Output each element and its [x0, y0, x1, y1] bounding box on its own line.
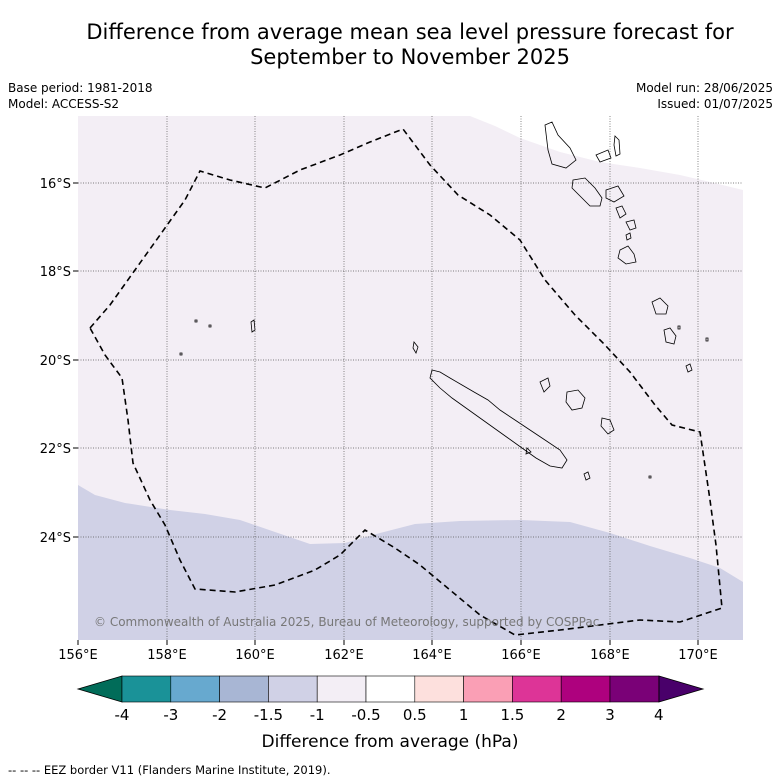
- colorbar-cell: [365, 675, 416, 703]
- colorbar-tick-label: 1: [459, 706, 469, 724]
- colorbar-cell: [170, 675, 220, 703]
- map-area: © Commonwealth of Australia 2025, Bureau…: [78, 116, 743, 640]
- lon-label: 160°E: [235, 648, 275, 663]
- axis-ticks: [73, 182, 699, 645]
- title-line-1: Difference from average mean sea level p…: [86, 20, 734, 44]
- pressure-field-blue: [78, 485, 743, 640]
- model-run: Model run: 28/06/2025: [635, 81, 773, 95]
- lon-label: 164°E: [412, 648, 452, 663]
- lon-label: 156°E: [58, 648, 98, 663]
- pressure-field-white: [470, 116, 743, 190]
- title-line-2: September to November 2025: [250, 45, 570, 69]
- vanuatu-islands: [544, 121, 709, 373]
- colorbar-high-extend: [658, 675, 705, 703]
- colorbar-tick-label: 1.5: [500, 706, 524, 724]
- small-islets: [179, 319, 652, 479]
- colorbar-tick-label: 0.5: [403, 706, 427, 724]
- lon-label: 162°E: [324, 648, 364, 663]
- lat-label: 16°S: [40, 177, 71, 192]
- eez-footnote: -- -- -- EEZ border V11 (Flanders Marine…: [8, 763, 331, 777]
- lon-label: 166°E: [501, 648, 541, 663]
- colorbar-cell: [463, 675, 513, 703]
- copyright-text: © Commonwealth of Australia 2025, Bureau…: [94, 615, 599, 629]
- colorbar-label: Difference from average (hPa): [262, 732, 519, 752]
- issued-date: Issued: 01/07/2025: [657, 97, 773, 111]
- lat-label: 22°S: [40, 442, 71, 457]
- colorbar-cell: [268, 675, 318, 703]
- colorbar-tick-label: -2: [212, 706, 227, 724]
- colorbar-cell: [414, 675, 464, 703]
- lon-label: 158°E: [147, 648, 187, 663]
- colorbar-tick-label: -0.5: [351, 706, 380, 724]
- eez-border: [89, 128, 723, 636]
- colorbar-cell: [121, 675, 172, 703]
- meta-right: Model run: 28/06/2025 Issued: 01/07/2025: [636, 80, 773, 112]
- colorbar-tick-label: -1: [310, 706, 325, 724]
- colorbar-tick-label: -3: [163, 706, 178, 724]
- colorbar-cell: [316, 675, 367, 703]
- lon-label: 168°E: [590, 648, 630, 663]
- map-title: Difference from average mean sea level p…: [0, 20, 781, 70]
- longitude-labels: 156°E 158°E 160°E 162°E 164°E 166°E 168°…: [58, 648, 718, 663]
- lon-label: 170°E: [678, 648, 718, 663]
- colorbar-tick-label: 3: [605, 706, 615, 724]
- graticule: [78, 116, 743, 640]
- colorbar-cell: [560, 675, 611, 703]
- colorbar-tick-label: 4: [654, 706, 664, 724]
- lat-label: 24°S: [40, 531, 71, 546]
- lat-label: 20°S: [40, 354, 71, 369]
- colorbar-cell: [609, 675, 660, 703]
- meta-left: Base period: 1981-2018 Model: ACCESS-S2: [8, 80, 153, 112]
- new-caledonia: [412, 341, 615, 481]
- colorbar-low-extend: [76, 675, 123, 703]
- model-name: Model: ACCESS-S2: [8, 97, 120, 111]
- lat-label: 18°S: [40, 265, 71, 280]
- base-period: Base period: 1981-2018: [8, 81, 153, 95]
- colorbar-tick-label: -1.5: [254, 706, 283, 724]
- colorbar-cell: [512, 675, 562, 703]
- colorbar-cell: [219, 675, 269, 703]
- latitude-labels: 16°S 18°S 20°S 22°S 24°S: [40, 177, 71, 546]
- colorbar-tick-label: -4: [115, 706, 130, 724]
- colorbar: -4 -3 -2 -1.5 -1 -0.5 0.5 1 1.5 2 3 4 Difference fr…: [76, 675, 705, 752]
- colorbar-tick-label: 2: [556, 706, 566, 724]
